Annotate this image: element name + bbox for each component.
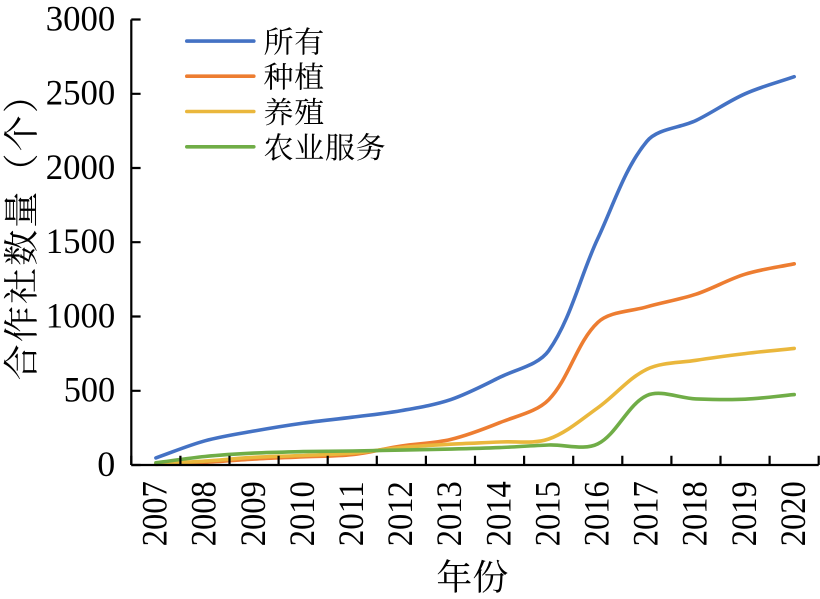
svg-text:1500: 1500 <box>46 221 116 261</box>
svg-text:2012: 2012 <box>380 481 420 546</box>
svg-text:2016: 2016 <box>577 481 617 546</box>
svg-text:2000: 2000 <box>46 147 116 187</box>
svg-text:2009: 2009 <box>233 481 273 546</box>
svg-text:2017: 2017 <box>626 481 666 546</box>
svg-text:2015: 2015 <box>527 481 567 546</box>
svg-text:2500: 2500 <box>46 73 116 113</box>
svg-text:2007: 2007 <box>135 481 175 546</box>
svg-text:2014: 2014 <box>478 481 518 546</box>
svg-text:500: 500 <box>64 370 116 410</box>
svg-text:2013: 2013 <box>429 481 469 546</box>
svg-text:0: 0 <box>97 444 115 484</box>
svg-text:2019: 2019 <box>724 481 764 546</box>
svg-text:2011: 2011 <box>331 481 371 546</box>
svg-text:2020: 2020 <box>773 481 813 546</box>
svg-text:2010: 2010 <box>282 481 322 546</box>
svg-text:2018: 2018 <box>675 481 715 546</box>
svg-text:2008: 2008 <box>184 481 224 546</box>
svg-text:3000: 3000 <box>46 0 116 38</box>
svg-text:1000: 1000 <box>46 295 116 335</box>
